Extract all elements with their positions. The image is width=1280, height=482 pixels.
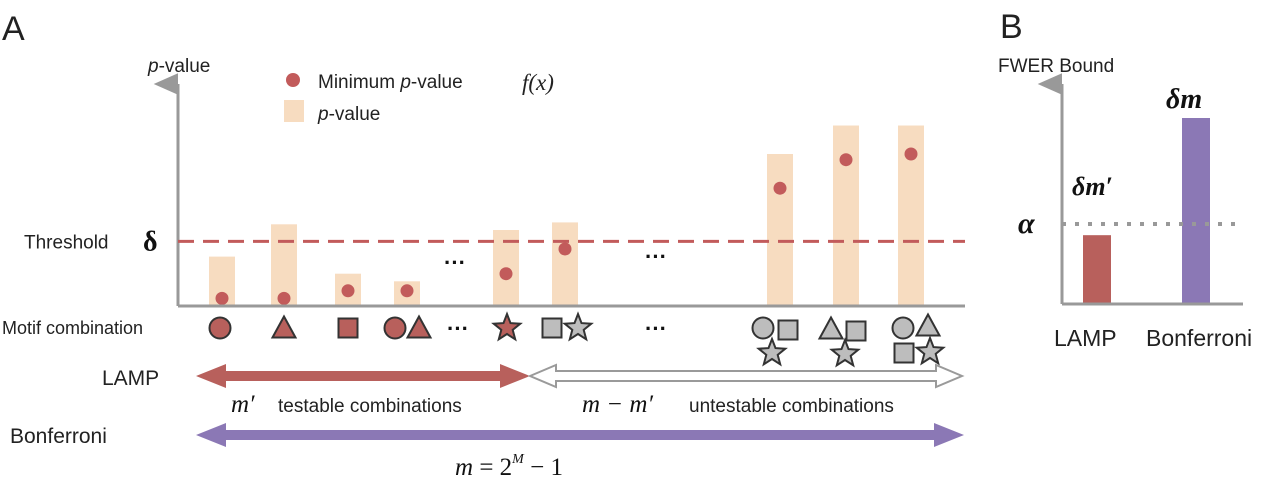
panel-b-letter: B — [1000, 8, 1023, 46]
motif-combination-label: Motif combination — [2, 318, 143, 338]
untestable-symbol: m − m′ — [582, 391, 653, 418]
ellipsis-plot-2: ··· — [645, 244, 667, 269]
star-shape-icon — [829, 337, 861, 368]
lamp-row-label: LAMP — [102, 367, 159, 390]
total-formula: m = 2M − 1 — [455, 452, 563, 481]
triangle-shape-icon — [817, 315, 845, 340]
ellipsis-motif-1: ··· — [447, 316, 469, 341]
star-shape-icon — [491, 311, 523, 342]
y-axis-label: p-value — [147, 56, 210, 77]
triangle-shape-icon — [270, 314, 298, 339]
min-p-value-dot-5 — [499, 267, 513, 281]
fwer-xlabel-bonferroni: Bonferroni — [1146, 325, 1252, 351]
legend-bar-label: p-value — [317, 104, 380, 125]
triangle-shape-icon — [405, 314, 433, 339]
panel-a: A p-value Threshold δ Minimum p-value f(… — [2, 10, 965, 481]
min-p-value-dot-1 — [215, 291, 229, 305]
min-p-value-dot-7 — [773, 181, 787, 195]
square-shape-icon — [541, 317, 563, 339]
star-shape-icon — [756, 336, 788, 367]
bonferroni-fwer-value-label: δm — [1166, 84, 1202, 115]
square-shape-icon — [845, 320, 867, 342]
star-shape-icon — [562, 311, 594, 342]
testable-symbol: m′ — [231, 391, 255, 418]
p-value-bar-8 — [833, 125, 859, 306]
square-shape-icon — [893, 342, 915, 364]
legend-dot-label: Minimum p-value — [318, 72, 463, 93]
min-p-value-dot-4 — [400, 284, 414, 298]
triangle-shape-icon — [914, 312, 942, 337]
lamp-fwer-bar — [1083, 235, 1111, 304]
bonferroni-fwer-bar — [1182, 118, 1210, 304]
fwer-bar-group — [1083, 118, 1210, 304]
min-p-value-dot-8 — [839, 153, 853, 167]
threshold-symbol: δ — [143, 226, 158, 257]
circle-shape-icon — [383, 316, 407, 340]
testable-text: testable combinations — [278, 396, 462, 417]
panel-b: B FWER Bound α δm′ δm LAMP Bonferroni — [998, 8, 1252, 351]
ellipsis-plot-1: ··· — [444, 250, 466, 275]
dot-group — [215, 147, 918, 305]
bar-group — [209, 125, 924, 306]
legend-dot-formula: f(x) — [522, 70, 554, 95]
legend-bar-marker — [284, 100, 304, 122]
square-shape-icon — [337, 317, 359, 339]
min-p-value-dot-2 — [277, 291, 291, 305]
untestable-arrow — [527, 363, 965, 389]
min-p-value-dot-6 — [558, 242, 572, 256]
p-value-bar-7 — [767, 154, 793, 306]
motif-shapes — [208, 311, 946, 368]
star-shape-icon — [914, 335, 946, 366]
square-shape-icon — [777, 319, 799, 341]
p-value-bar-6 — [552, 222, 578, 306]
threshold-label: Threshold — [24, 232, 109, 253]
fwer-axis-label: FWER Bound — [998, 56, 1114, 77]
fwer-xlabel-lamp: LAMP — [1054, 325, 1117, 351]
circle-shape-icon — [751, 316, 775, 340]
alpha-symbol: α — [1018, 207, 1035, 240]
bonferroni-arrow — [196, 423, 964, 447]
legend: Minimum p-value f(x) p-value — [284, 70, 554, 125]
ellipsis-motif-2: ··· — [645, 316, 667, 341]
panel-a-letter: A — [2, 10, 25, 48]
circle-shape-icon — [891, 316, 915, 340]
testable-arrow — [196, 364, 530, 388]
min-p-value-dot-3 — [341, 284, 355, 298]
untestable-text: untestable combinations — [689, 396, 894, 417]
lamp-fwer-value-label: δm′ — [1072, 172, 1113, 201]
legend-dot-marker — [286, 73, 300, 87]
min-p-value-dot-9 — [904, 147, 918, 161]
circle-shape-icon — [208, 316, 232, 340]
bonferroni-row-label: Bonferroni — [10, 425, 107, 448]
